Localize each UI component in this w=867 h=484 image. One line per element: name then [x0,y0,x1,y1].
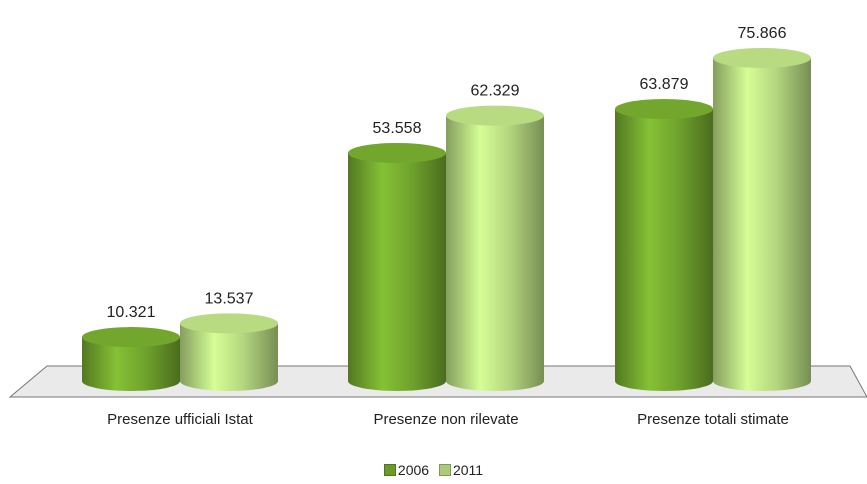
bar-body [348,152,446,391]
bar-top [348,142,446,163]
bar-top [82,327,180,348]
bar-top [713,47,811,68]
legend-swatch-2006 [383,464,396,476]
bar-2006-1 [82,327,180,391]
bar-2006-2 [348,142,446,391]
category-label-3: Presenze totali stimate [637,411,789,428]
bar-top [446,105,544,126]
bar-2011-1 [180,313,278,391]
data-label-2011-3: 75.866 [738,25,787,42]
bar-body [615,109,713,391]
category-label-1: Presenze ufficiali Istat [107,411,253,428]
legend-item-2011: 2011 [438,462,484,478]
data-label-2006-1: 10.321 [107,304,156,321]
bar-2011-3 [713,47,811,391]
bar-top [180,313,278,334]
bar-2006-3 [615,99,713,391]
data-label-2011-1: 13.537 [205,290,254,307]
bars-layer [82,47,811,391]
category-label-2: Presenze non rilevate [373,411,518,428]
data-label-2006-3: 63.879 [640,76,689,93]
legend-swatch-2011 [438,464,451,476]
legend: 2006 2011 [0,462,867,479]
legend-item-2006: 2006 [383,462,430,478]
legend-label-2011: 2011 [452,462,484,478]
bar-body [82,337,180,391]
bar-body [713,57,811,391]
bar-body [446,115,544,391]
data-label-2006-2: 53.558 [373,120,422,137]
bar-body [180,323,278,391]
bar-top [615,99,713,120]
data-labels-layer: 10.321 13.537 53.558 62.329 63.879 75.866 [107,25,787,321]
bar-2011-2 [446,105,544,391]
legend-label-2006: 2006 [397,462,430,478]
category-labels-layer: Presenze ufficiali Istat Presenze non ril… [107,411,789,428]
data-label-2011-2: 62.329 [471,83,520,100]
